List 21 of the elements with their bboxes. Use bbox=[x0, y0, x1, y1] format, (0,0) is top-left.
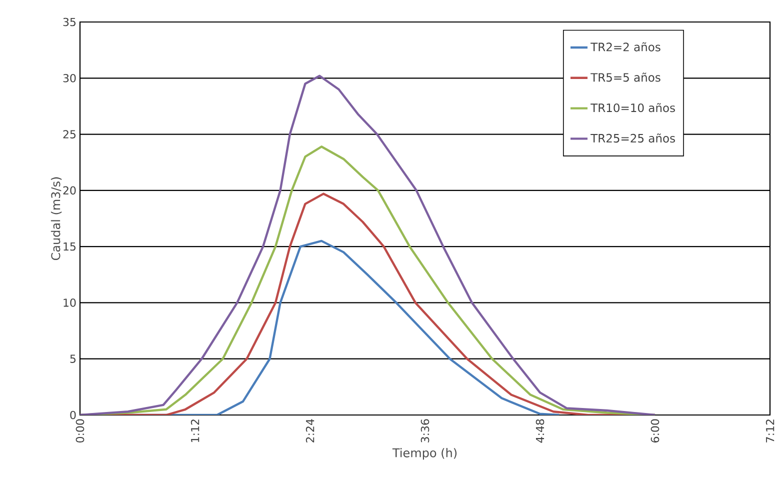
x-tick-label: 6:00 bbox=[650, 419, 660, 442]
x-tick-label: 0:00 bbox=[76, 419, 84, 442]
x-tick-label: 1:12 bbox=[190, 420, 200, 442]
x-tick-label: 4:48 bbox=[536, 419, 544, 443]
y-tick-label: 5 bbox=[70, 354, 76, 363]
y-tick-label: 25 bbox=[63, 130, 76, 138]
legend-label: TR25=25 años bbox=[590, 133, 675, 143]
y-tick-label: 30 bbox=[63, 74, 76, 82]
x-tick-label: 2:24 bbox=[306, 419, 314, 442]
x-tick-label: 7:12 bbox=[766, 420, 774, 442]
legend-label: TR5=5 años bbox=[590, 72, 660, 82]
legend-label: TR10=10 años bbox=[590, 103, 675, 112]
y-tick-label: 35 bbox=[63, 18, 76, 26]
y-tick-label: 10 bbox=[64, 298, 76, 307]
legend-label: TR2=2 años bbox=[590, 42, 660, 52]
x-axis-title: Tiempo (h) bbox=[392, 448, 457, 460]
x-tick-label: 3:36 bbox=[420, 419, 430, 442]
y-axis-title: Caudal (m3/s) bbox=[50, 177, 62, 260]
y-tick-label: 15 bbox=[64, 242, 76, 251]
y-tick-label: 0 bbox=[70, 410, 76, 420]
y-tick-label: 20 bbox=[63, 186, 76, 195]
